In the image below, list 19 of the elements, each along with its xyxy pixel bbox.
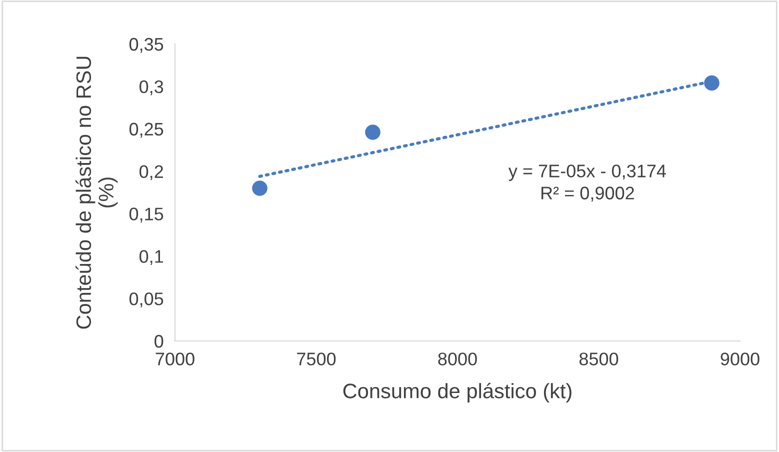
y-tick-label: 0,15 [129,208,164,223]
y-tick-label: 0,05 [129,292,164,308]
y-tick-label: 0,2 [139,165,163,180]
point [365,124,380,140]
point [252,180,268,196]
x-tick-label: 7500 [297,352,336,366]
x-axis-title: Consumo de plástico (kt) [343,382,572,402]
y-tick-label: 0,35 [129,38,164,53]
y-tick-label: 0 [154,334,164,348]
x-tick-label: 8000 [438,352,477,366]
x-tick-label: 8500 [579,352,618,366]
y-tick-label: 0,1 [139,250,164,265]
y-tick-label: 0,25 [129,122,164,138]
point [704,75,720,91]
y-tick-label: 0,3 [139,80,164,96]
annotation: y = 7E-05x - 0,3174 R² = 0,9002 [508,164,666,202]
y-axis-title: Conteúdo de plástico no RSU (%) [76,56,118,329]
x-tick-label: 9000 [720,352,760,366]
x-tick-label: 7000 [156,352,194,366]
